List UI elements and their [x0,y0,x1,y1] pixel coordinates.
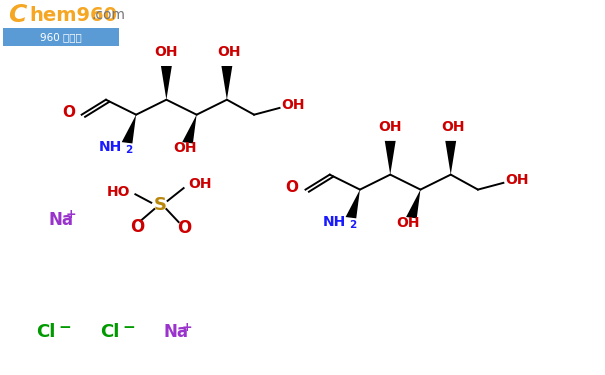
Text: OH: OH [173,141,196,155]
Text: HO: HO [107,185,131,200]
Polygon shape [385,141,396,175]
Text: 2: 2 [349,220,356,230]
Polygon shape [445,141,456,175]
Text: −: − [122,320,135,334]
Text: Na: Na [48,210,73,228]
Text: +: + [65,208,76,221]
Text: Cl: Cl [100,323,119,341]
Text: O: O [62,105,75,120]
Polygon shape [122,115,136,144]
Polygon shape [406,190,420,218]
Text: OH: OH [441,120,464,134]
Polygon shape [221,66,232,100]
Text: NH: NH [99,140,122,154]
Text: 2: 2 [125,145,132,155]
Text: 960 化工网: 960 化工网 [39,32,82,42]
Text: OH: OH [281,98,304,112]
Text: −: − [59,320,71,334]
Polygon shape [161,66,172,100]
Text: O: O [177,219,192,237]
Text: Cl: Cl [36,323,56,341]
Text: hem960: hem960 [29,6,117,25]
Text: S: S [154,196,167,214]
Text: C: C [8,3,26,27]
Text: +: + [182,321,192,333]
Text: OH: OH [217,45,240,59]
Text: Na: Na [163,323,188,341]
Text: .com: .com [92,8,126,22]
Text: OH: OH [379,120,402,134]
Text: OH: OH [155,45,178,59]
Text: O: O [286,180,299,195]
Polygon shape [345,190,360,218]
Polygon shape [182,115,197,144]
FancyBboxPatch shape [3,28,119,46]
Text: NH: NH [322,215,345,229]
Text: OH: OH [189,177,212,191]
Text: OH: OH [505,173,528,187]
Text: OH: OH [397,216,420,230]
Text: O: O [130,217,145,236]
